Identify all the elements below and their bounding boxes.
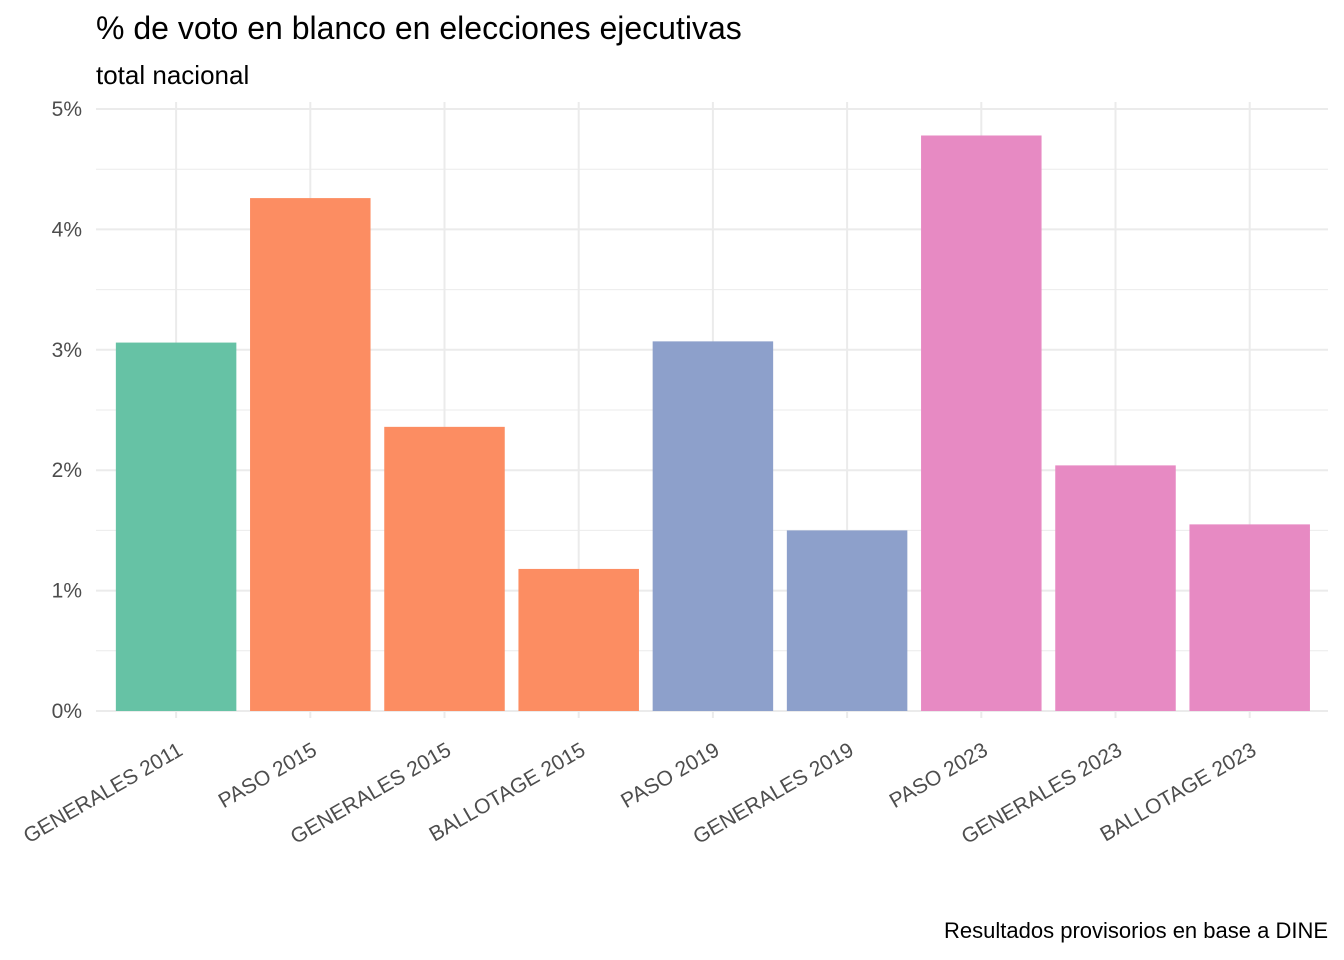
y-tick-label: 3% <box>52 339 82 362</box>
x-tick-label: PASO 2019 <box>617 738 723 813</box>
bar <box>1189 524 1310 711</box>
bar <box>518 568 639 711</box>
x-tick-label: PASO 2015 <box>215 738 321 813</box>
bar <box>384 426 505 711</box>
bar <box>1055 465 1176 711</box>
y-tick-label: 4% <box>52 218 82 241</box>
y-axis: 0% 1% 2% 3% 4% 5% <box>52 98 82 723</box>
bar <box>652 341 774 711</box>
y-tick-label: 2% <box>52 459 82 482</box>
bar <box>115 342 237 711</box>
chart-title: % de voto en blanco en elecciones ejecut… <box>96 10 742 46</box>
chart-caption: Resultados provisorios en base a DINE <box>944 918 1328 943</box>
bar <box>921 135 1042 711</box>
y-tick-label: 0% <box>52 700 82 723</box>
chart-subtitle: total nacional <box>96 60 250 90</box>
y-tick-label: 5% <box>52 98 82 121</box>
x-tick-label: GENERALES 2011 <box>20 738 187 848</box>
x-tick-label: PASO 2023 <box>886 738 992 813</box>
y-tick-label: 1% <box>52 580 82 603</box>
bars <box>115 135 1310 711</box>
bar <box>250 198 371 711</box>
bar <box>786 530 908 711</box>
